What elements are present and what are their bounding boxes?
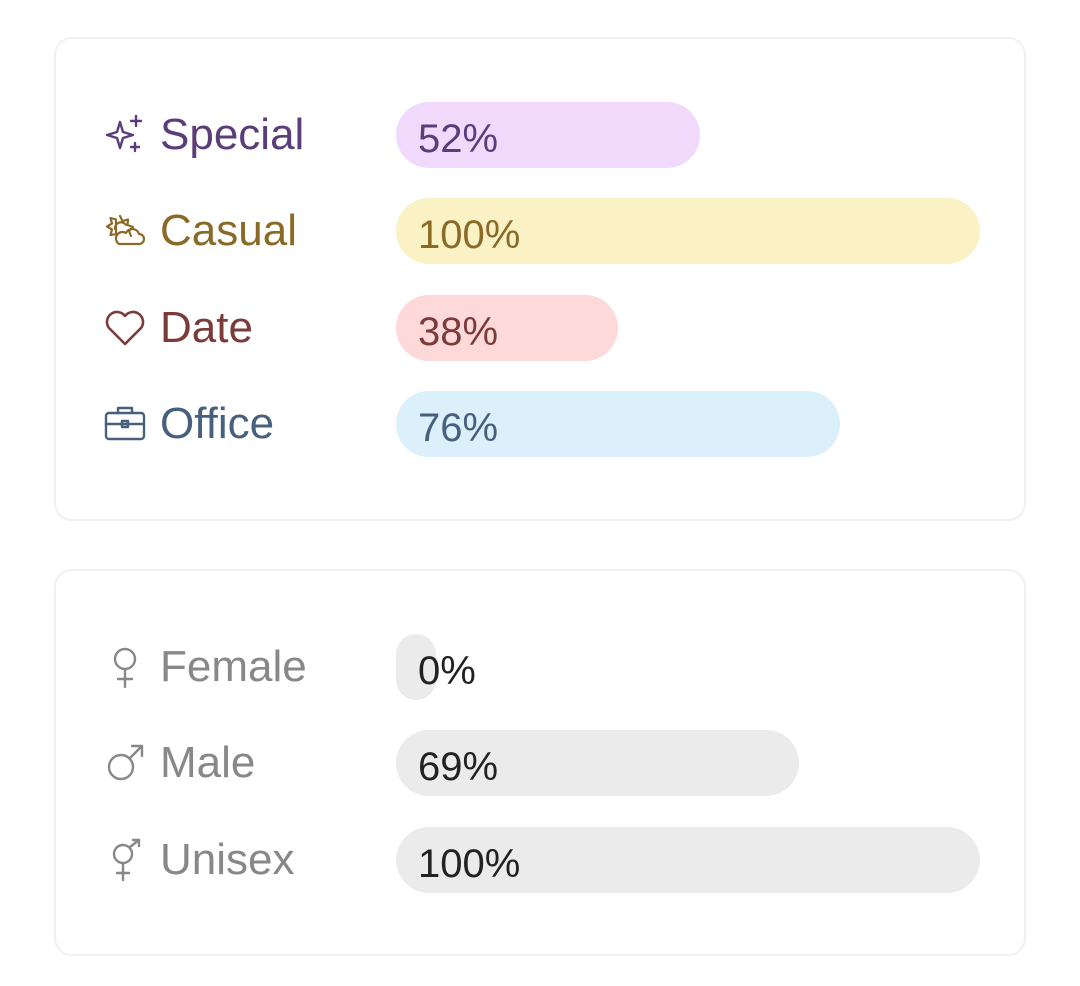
occasion-row-date: Date 38% <box>56 295 1024 361</box>
occasion-bar <box>396 198 980 264</box>
gender-label: Male <box>160 738 256 787</box>
occasion-value: 38% <box>418 310 499 354</box>
occasion-label: Special <box>160 110 305 159</box>
occasion-bar <box>396 391 840 457</box>
gender-value: 69% <box>418 745 499 789</box>
gender-value: 0% <box>418 649 476 693</box>
sparkles-icon <box>102 112 148 158</box>
occasion-label: Casual <box>160 206 297 255</box>
briefcase-icon <box>102 401 148 447</box>
occasion-row-office: Office 76% <box>56 391 1024 457</box>
gender-label: Unisex <box>160 835 295 884</box>
female-icon <box>102 644 148 690</box>
gender-label: Female <box>160 642 307 691</box>
occasion-label: Date <box>160 303 253 352</box>
occasion-row-special: Special 52% <box>56 102 1024 168</box>
occasion-row-casual: Casual 100% <box>56 198 1024 264</box>
occasion-value: 52% <box>418 117 499 161</box>
heart-icon <box>102 305 148 351</box>
gender-bar <box>396 827 980 893</box>
occasion-bar <box>396 295 618 361</box>
occasion-bar <box>396 102 700 168</box>
gender-row-unisex: Unisex 100% <box>56 827 1024 893</box>
unisex-icon <box>102 837 148 883</box>
sun-cloud-icon <box>102 208 148 254</box>
male-icon <box>102 740 148 786</box>
gender-bar <box>396 730 799 796</box>
occasion-value: 76% <box>418 406 499 450</box>
gender-bar <box>396 634 436 700</box>
gender-row-female: Female 0% <box>56 634 1024 700</box>
occasion-value: 100% <box>418 213 521 257</box>
gender-card: Female 0% Male 69% <box>54 569 1026 956</box>
occasion-label: Office <box>160 399 275 448</box>
gender-row-male: Male 69% <box>56 730 1024 796</box>
gender-value: 100% <box>418 842 521 886</box>
occasion-card: Special 52% Casual 100% Date <box>54 37 1026 521</box>
